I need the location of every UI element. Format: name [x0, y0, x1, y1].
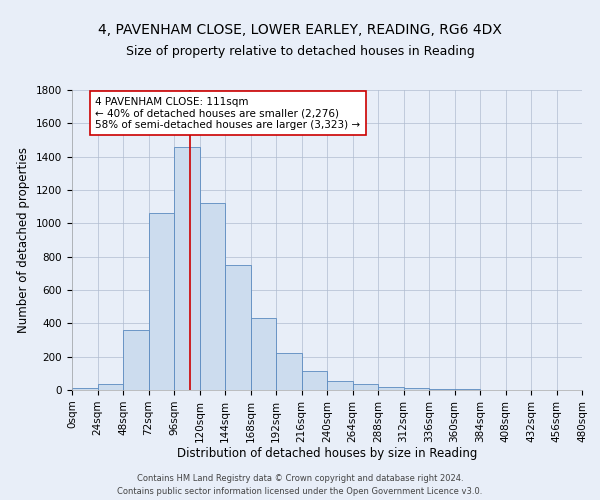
Bar	[174, 146, 199, 390]
Bar	[378, 386, 404, 390]
Bar	[302, 371, 327, 390]
Bar	[149, 214, 174, 390]
Bar	[225, 265, 251, 390]
Bar	[72, 388, 97, 390]
Y-axis label: Number of detached properties: Number of detached properties	[17, 147, 31, 333]
Bar	[276, 354, 302, 390]
Bar	[455, 389, 480, 390]
Bar	[404, 388, 429, 390]
Bar	[123, 330, 149, 390]
Bar	[429, 388, 455, 390]
Text: Contains HM Land Registry data © Crown copyright and database right 2024.: Contains HM Land Registry data © Crown c…	[137, 474, 463, 483]
Bar	[327, 381, 353, 390]
Bar	[353, 384, 378, 390]
Text: Contains public sector information licensed under the Open Government Licence v3: Contains public sector information licen…	[118, 488, 482, 496]
Bar	[199, 204, 225, 390]
Bar	[251, 318, 276, 390]
Text: 4, PAVENHAM CLOSE, LOWER EARLEY, READING, RG6 4DX: 4, PAVENHAM CLOSE, LOWER EARLEY, READING…	[98, 22, 502, 36]
Bar	[97, 384, 123, 390]
Text: 4 PAVENHAM CLOSE: 111sqm
← 40% of detached houses are smaller (2,276)
58% of sem: 4 PAVENHAM CLOSE: 111sqm ← 40% of detach…	[95, 96, 361, 130]
X-axis label: Distribution of detached houses by size in Reading: Distribution of detached houses by size …	[177, 448, 477, 460]
Text: Size of property relative to detached houses in Reading: Size of property relative to detached ho…	[125, 45, 475, 58]
